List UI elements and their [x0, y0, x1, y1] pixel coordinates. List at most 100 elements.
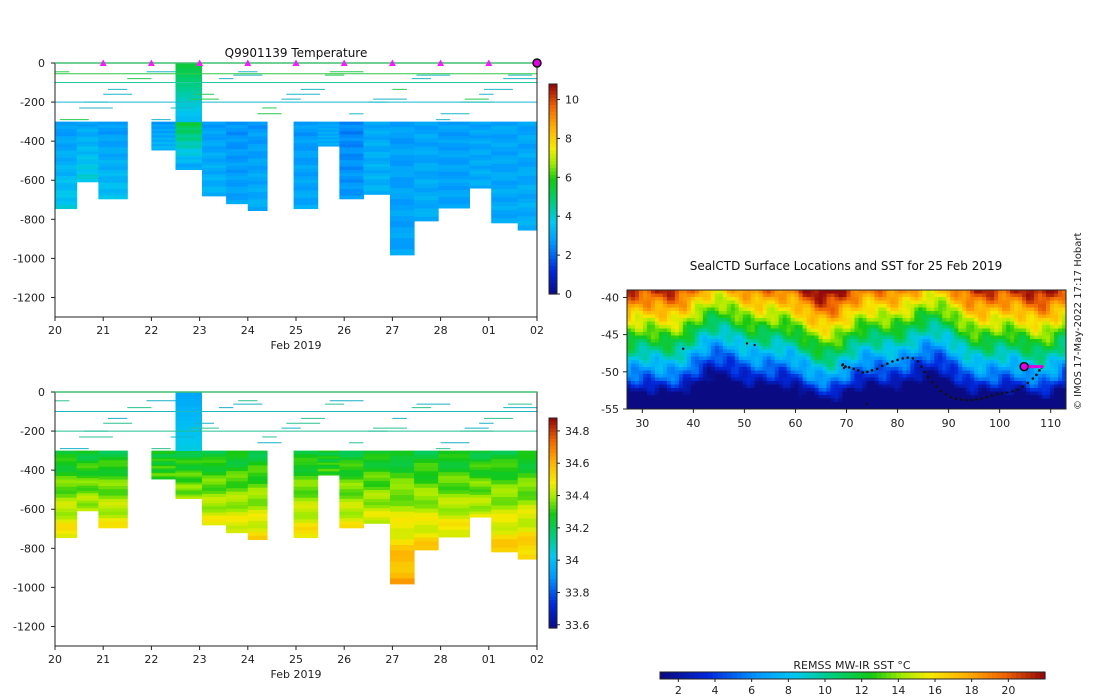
- sst-cell: [886, 381, 891, 386]
- sst-cell: [810, 388, 816, 393]
- sst-cell: [670, 395, 676, 400]
- profile-cell: [247, 140, 268, 145]
- sst-cell: [886, 388, 891, 393]
- track-point: [906, 356, 910, 359]
- sst-cell: [914, 346, 919, 351]
- sst-cell: [950, 391, 955, 396]
- sst-cell: [858, 339, 864, 344]
- sst-cell: [726, 395, 732, 400]
- profile-cell: [76, 146, 99, 150]
- profile-cell: [202, 161, 227, 166]
- profile-cell: [175, 157, 203, 161]
- sst-cell: [882, 297, 888, 302]
- sst-cell: [1042, 290, 1047, 295]
- sst-cell: [758, 356, 764, 361]
- sst-cell: [810, 398, 816, 403]
- colorbar-segment: [549, 178, 557, 183]
- profile-cell: [491, 497, 519, 502]
- sst-cell: [854, 360, 860, 365]
- sst-cell: [830, 346, 836, 351]
- sst-cell: [674, 332, 680, 337]
- profile-cell: [363, 176, 391, 180]
- sst-cell: [702, 388, 708, 393]
- sst-cell: [818, 395, 824, 400]
- sst-cell: [694, 395, 700, 400]
- sst-cell: [1022, 388, 1027, 393]
- sst-cell: [946, 325, 951, 330]
- sst-cell: [818, 398, 824, 403]
- sst-cell: [1030, 353, 1035, 358]
- sst-cell: [694, 311, 700, 316]
- sst-cell: [798, 377, 804, 382]
- sst-cell: [1022, 314, 1027, 319]
- sst-cell: [974, 339, 979, 344]
- sst-cell: [1038, 325, 1043, 330]
- sst-cell: [854, 367, 860, 372]
- sst-cell: [1046, 293, 1051, 298]
- colorbar-segment: [549, 610, 557, 615]
- sst-cell: [650, 342, 656, 347]
- sst-cell: [750, 297, 756, 302]
- sst-cell: [906, 346, 911, 351]
- profile-cell: [175, 143, 203, 147]
- sst-cell: [654, 325, 660, 330]
- sst-cell: [1022, 321, 1027, 326]
- sst-cell: [734, 342, 740, 347]
- sst-cell: [906, 381, 911, 386]
- profile-cell: [226, 454, 249, 458]
- sst-cell: [826, 311, 832, 316]
- profile-cell: [55, 194, 78, 199]
- sst-cell: [770, 360, 776, 365]
- sst-cell: [886, 391, 891, 396]
- sst-cell: [954, 339, 959, 344]
- sst-cell: [806, 314, 812, 319]
- sst-cell: [1038, 332, 1043, 337]
- sst-cell: [1038, 339, 1043, 344]
- sst-cell: [914, 311, 919, 316]
- sst-cell: [982, 405, 987, 409]
- profile-cell: [317, 451, 340, 454]
- sst-cell: [766, 300, 772, 305]
- x-tick-label: 27: [385, 653, 399, 666]
- profile-cell: [363, 520, 391, 524]
- profile-cell: [55, 154, 78, 159]
- sst-cell: [854, 353, 860, 358]
- sst-cell: [966, 349, 971, 354]
- colorbar-tick-label: 33.6: [565, 619, 590, 632]
- profile-cell: [76, 495, 99, 499]
- profile-cell: [339, 169, 364, 174]
- profile-cell: [151, 460, 176, 462]
- profile-cell: [175, 67, 203, 74]
- sst-cell: [1046, 307, 1051, 312]
- sst-cell: [994, 300, 999, 305]
- sst-cell: [934, 342, 939, 347]
- sst-cell: [1058, 297, 1063, 302]
- sst-cell: [898, 328, 903, 333]
- sst-cell: [862, 360, 868, 365]
- sst-cell: [798, 304, 804, 309]
- sst-cell: [1042, 395, 1047, 400]
- profile-cell: [339, 463, 364, 468]
- sst-cell: [854, 356, 860, 361]
- sst-cell: [654, 349, 660, 354]
- sst-cell: [854, 307, 860, 312]
- colorbar-segment: [549, 530, 557, 535]
- sst-cell: [650, 374, 656, 379]
- sst-cell: [798, 335, 804, 340]
- colorbar-segment: [549, 547, 557, 552]
- sst-cell: [814, 374, 820, 379]
- sst-cell: [814, 398, 820, 403]
- sst-cell: [627, 374, 632, 379]
- sst-cell: [750, 381, 756, 386]
- sst-cell: [850, 349, 856, 354]
- y-tick-label: -1000: [13, 252, 45, 265]
- sst-cell: [946, 353, 951, 358]
- profile-cell: [293, 175, 319, 181]
- sst-cell: [906, 370, 911, 375]
- sst-cell: [750, 402, 756, 407]
- sst-cell: [810, 321, 816, 326]
- profile-cell: [414, 525, 439, 530]
- profile-cell: [414, 171, 439, 176]
- sst-cell: [634, 360, 640, 365]
- sst-cell: [650, 377, 656, 382]
